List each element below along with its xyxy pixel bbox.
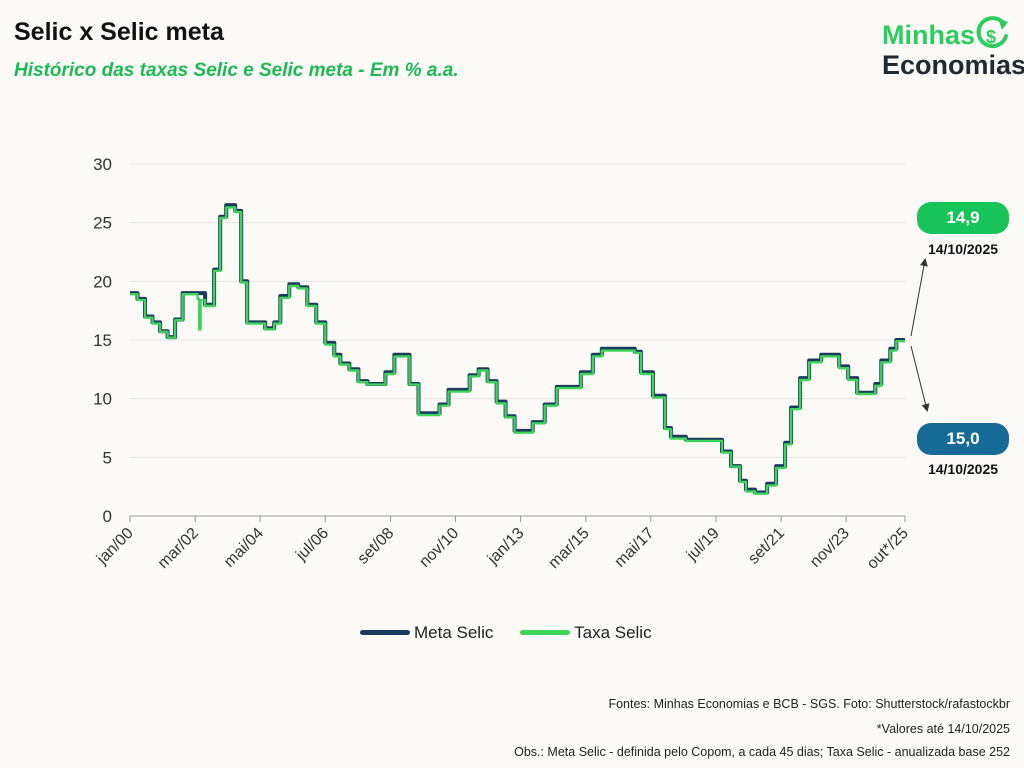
x-tick-label-0: jan/00 xyxy=(93,525,137,569)
annotation-arrow-taxa xyxy=(910,258,928,337)
y-tick-label-4: 20 xyxy=(93,272,112,291)
footer-sources: Fontes: Minhas Economias e BCB - SGS. Fo… xyxy=(608,697,1010,711)
taxa-selic-value-badge: 14,9 xyxy=(917,202,1009,234)
legend-label-meta: Meta Selic xyxy=(414,622,494,642)
x-tick-label-5: nov/10 xyxy=(416,525,462,571)
y-tick-label-6: 30 xyxy=(93,155,112,174)
y-tick-label-1: 5 xyxy=(103,448,112,467)
x-tick-label-3: jul/06 xyxy=(292,525,332,565)
svg-text:$: $ xyxy=(986,27,996,47)
legend-swatch-taxa xyxy=(520,630,571,635)
legend-swatch-meta xyxy=(360,630,410,635)
legend-label-taxa: Taxa Selic xyxy=(574,622,652,642)
x-tick-label-11: nov/23 xyxy=(807,525,853,571)
chart-subtitle: Histórico das taxas Selic e Selic meta -… xyxy=(14,60,459,81)
dollar-cycle-icon: $ xyxy=(976,16,1008,49)
annotation-arrow-meta xyxy=(910,345,930,412)
y-tick-label-0: 0 xyxy=(103,507,112,526)
brand-logo: Minhas Economias $ xyxy=(880,14,1024,80)
logo-line1: Minhas xyxy=(882,20,976,50)
selic-line-chart: 0 5 10 15 20 25 30 jan/00 mar/02 mai/04 jul/06 set/… xyxy=(93,155,930,573)
x-tick-label-8: mai/17 xyxy=(612,525,658,571)
y-tick-label-5: 25 xyxy=(93,214,112,233)
x-tick-label-10: set/21 xyxy=(745,525,788,568)
chart-legend: Meta Selic Taxa Selic xyxy=(360,620,674,643)
x-tick-label-7: mar/15 xyxy=(545,525,592,572)
chart-title: Selic x Selic meta xyxy=(14,18,224,46)
x-tick-label-4: set/08 xyxy=(355,525,398,568)
footer-observation: Obs.: Meta Selic - definida pelo Copom, … xyxy=(514,745,1010,759)
logo-line2: Economias xyxy=(882,50,1024,80)
footer-note-date: *Valores até 14/10/2025 xyxy=(876,722,1010,736)
taxa-selic-date: 14/10/2025 xyxy=(927,241,999,257)
legend-taxa-selic: Taxa Selic xyxy=(520,622,652,643)
series-line-taxa-selic xyxy=(130,206,905,495)
series-line-meta-selic xyxy=(130,203,905,495)
x-tick-label-2: mai/04 xyxy=(221,525,267,571)
x-tick-label-1: mar/02 xyxy=(155,525,202,572)
y-tick-label-3: 15 xyxy=(93,331,112,350)
meta-selic-value-badge: 15,0 xyxy=(917,423,1009,455)
x-tick-label-9: jul/19 xyxy=(683,525,723,565)
x-tick-label-6: jan/13 xyxy=(484,525,528,569)
y-tick-label-2: 10 xyxy=(93,390,112,409)
meta-selic-date: 14/10/2025 xyxy=(927,461,999,477)
legend-meta-selic: Meta Selic xyxy=(360,623,493,643)
x-tick-label-12: out*/25 xyxy=(864,525,912,573)
